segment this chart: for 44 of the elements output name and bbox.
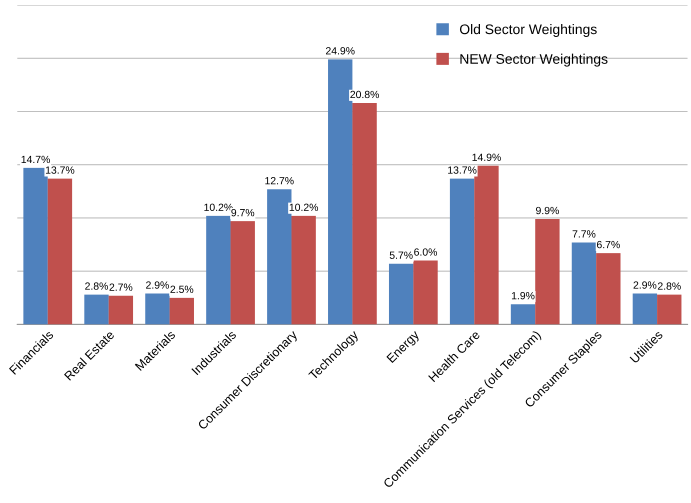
legend-label: NEW Sector Weightings (460, 54, 608, 67)
bar (23, 168, 48, 324)
bar (230, 221, 255, 324)
data-label: 12.7% (265, 177, 294, 184)
data-label: 10.2% (290, 204, 318, 211)
data-label: 2.7% (110, 283, 132, 291)
bar (267, 189, 292, 324)
data-label: 24.9% (326, 47, 355, 54)
data-label: 14.9% (472, 154, 501, 161)
bar (48, 178, 72, 324)
data-label: 5.7% (390, 252, 413, 259)
data-label: 6.7% (596, 240, 620, 248)
bar (145, 294, 170, 324)
bar (572, 242, 596, 324)
bar (291, 216, 316, 324)
bar (170, 298, 194, 324)
data-label: 1.9% (512, 292, 535, 300)
data-label: 2.8% (658, 282, 681, 290)
data-label: 2.9% (634, 281, 656, 289)
data-label: 13.7% (448, 166, 476, 174)
data-label: 2.8% (85, 282, 108, 290)
bar (413, 260, 438, 324)
data-label: 2.5% (170, 286, 194, 293)
bar (510, 304, 536, 324)
data-label: 20.8% (350, 90, 379, 98)
legend-label: Old Sector Weightings (460, 24, 597, 37)
data-label: 9.7% (231, 208, 254, 216)
bar (352, 102, 377, 324)
data-label: 2.9% (146, 281, 169, 289)
bar (632, 294, 658, 324)
bar (596, 253, 621, 324)
bar (84, 294, 109, 324)
data-label: 14.7% (22, 156, 50, 164)
data-label: 7.7% (572, 230, 596, 238)
data-label: 9.9% (536, 206, 559, 214)
data-label: 13.7% (46, 166, 74, 174)
bar (450, 178, 474, 324)
bar (388, 264, 414, 324)
data-label: 10.2% (204, 204, 233, 211)
bar (657, 294, 682, 324)
data-label: 6.0% (414, 248, 438, 256)
bar (108, 296, 134, 324)
bar (535, 219, 560, 324)
bar (206, 216, 231, 324)
